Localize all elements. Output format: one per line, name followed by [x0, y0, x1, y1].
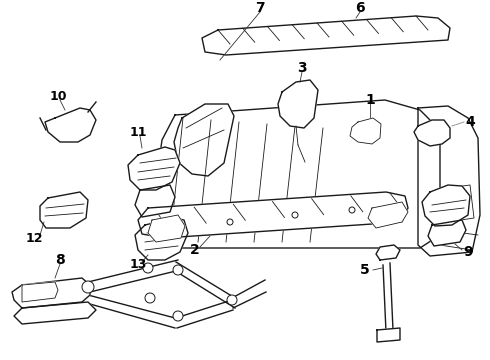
- Text: 3: 3: [297, 61, 307, 75]
- Text: 2: 2: [190, 243, 200, 257]
- Polygon shape: [22, 282, 58, 302]
- Text: 10: 10: [49, 90, 67, 103]
- Text: 1: 1: [365, 93, 375, 107]
- Polygon shape: [40, 192, 88, 228]
- Text: 6: 6: [355, 1, 365, 15]
- Polygon shape: [448, 185, 474, 222]
- Text: 13: 13: [129, 258, 147, 271]
- Polygon shape: [135, 185, 175, 217]
- Polygon shape: [278, 80, 318, 128]
- Text: 7: 7: [255, 1, 265, 15]
- Circle shape: [349, 207, 355, 213]
- Polygon shape: [155, 100, 440, 248]
- Circle shape: [82, 281, 94, 293]
- Circle shape: [292, 212, 298, 218]
- Polygon shape: [414, 120, 450, 146]
- Circle shape: [227, 295, 237, 305]
- Polygon shape: [12, 278, 90, 308]
- Text: 4: 4: [465, 115, 475, 129]
- Circle shape: [173, 265, 183, 275]
- Polygon shape: [45, 108, 96, 142]
- Circle shape: [143, 263, 153, 273]
- Polygon shape: [376, 245, 400, 260]
- Polygon shape: [418, 106, 480, 256]
- Circle shape: [227, 219, 233, 225]
- Polygon shape: [135, 218, 188, 260]
- Polygon shape: [148, 215, 185, 242]
- Text: 11: 11: [129, 126, 147, 139]
- Polygon shape: [14, 302, 96, 324]
- Text: 5: 5: [360, 263, 370, 277]
- Circle shape: [173, 311, 183, 321]
- Polygon shape: [377, 328, 400, 342]
- Text: 12: 12: [25, 231, 43, 244]
- Polygon shape: [368, 202, 408, 228]
- Circle shape: [145, 293, 155, 303]
- Polygon shape: [422, 185, 470, 226]
- Polygon shape: [138, 192, 408, 238]
- Polygon shape: [128, 147, 180, 190]
- Text: 8: 8: [55, 253, 65, 267]
- Polygon shape: [350, 118, 381, 144]
- Polygon shape: [428, 220, 466, 246]
- Polygon shape: [174, 104, 234, 176]
- Text: 9: 9: [463, 245, 473, 259]
- Polygon shape: [202, 16, 450, 55]
